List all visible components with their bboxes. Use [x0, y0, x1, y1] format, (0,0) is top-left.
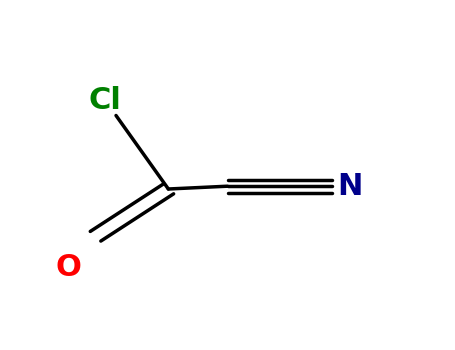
- Text: O: O: [56, 253, 81, 282]
- Text: N: N: [338, 172, 363, 201]
- Text: Cl: Cl: [89, 86, 121, 114]
